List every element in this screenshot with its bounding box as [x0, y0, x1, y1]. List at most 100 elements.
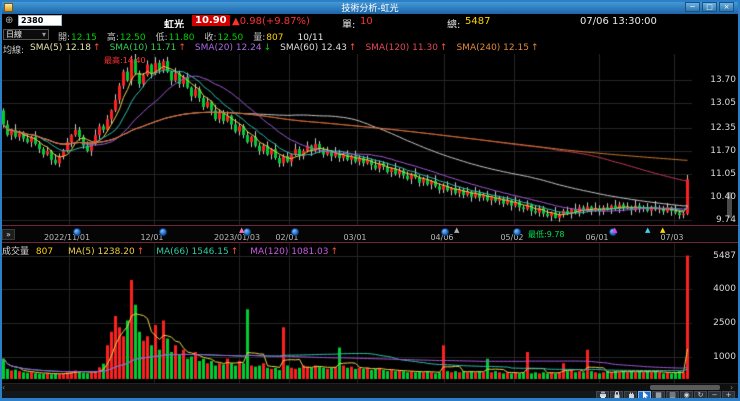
signal-triangle-icon: ▲	[645, 226, 651, 234]
price-axis-label: 13.05	[710, 98, 736, 109]
kline-style-icon[interactable]: ▥	[666, 391, 679, 399]
period-label: 日線	[6, 30, 22, 39]
signal-triangle-icon: ▲	[454, 226, 460, 234]
grid-icon[interactable]: ▦	[652, 391, 665, 399]
zoom-in-icon[interactable]: +	[722, 391, 735, 399]
date-axis-label: 2022/11/01	[43, 233, 91, 242]
scroll-right-icon[interactable]: ›	[730, 383, 734, 392]
cursor-date: 10/11	[297, 33, 324, 43]
trend-arrow-icon: ↑	[530, 43, 539, 53]
volume-axis-label: 5487	[713, 250, 736, 261]
ohlc-field-label: 開:	[58, 33, 71, 43]
date-axis-label: 06/01	[585, 233, 609, 242]
date-axis-label: 03/01	[343, 233, 367, 242]
zoom-out-icon[interactable]: −	[708, 391, 721, 399]
ma-prefix: 均線:	[3, 46, 25, 56]
ohlc-field-value: 11.80	[168, 33, 195, 43]
volume-chart-canvas[interactable]	[2, 243, 692, 383]
title-bar: 技術分析-虹光 ─ □ ×	[0, 0, 740, 14]
scrollbar-thumb[interactable]	[650, 385, 720, 390]
volume-indicator-bar: 成交量 807 MA(5) 1238.20 ↑ MA(66) 1546.15 ↑ MA(…	[2, 244, 338, 257]
ma-items: SMA(5) 12.18 ↑ SMA(10) 11.71 ↑ SMA(20) 12.24…	[30, 43, 547, 53]
ma-item: SMA(10) 11.71	[109, 43, 177, 53]
volume-chart-pane: 成交量 807 MA(5) 1238.20 ↑ MA(66) 1546.15 ↑ MA(…	[0, 243, 740, 383]
quote-bar: ⊕ 虹光 10.90 ▲0.98(+9.87%) 單: 10 總: 5487 0…	[0, 14, 740, 31]
ma-item: SMA(20) 12.24	[194, 43, 262, 53]
stock-name: 虹光	[164, 20, 184, 31]
lock-icon[interactable]	[610, 391, 623, 399]
minimize-button[interactable]: ─	[685, 2, 700, 12]
close-button[interactable]: ×	[719, 2, 734, 12]
event-marker-icon[interactable]	[291, 228, 299, 236]
ma-item: SMA(5) 12.18	[30, 43, 92, 53]
event-marker-icon[interactable]	[243, 228, 251, 236]
trend-arrow-icon: ↑	[178, 43, 186, 53]
trend-arrow-icon: ↑	[330, 247, 339, 257]
window-title: 技術分析-虹光	[341, 3, 399, 14]
price-axis-label: 13.70	[710, 75, 736, 86]
ma-item: SMA(60) 12.43	[280, 43, 347, 53]
ma-indicator-bar: 均線: SMA(5) 12.18 ↑ SMA(10) 11.71 ↑ SMA(20) 1…	[0, 41, 740, 56]
volume-value: 807	[35, 247, 54, 257]
app-icon	[4, 2, 13, 12]
vertical-scrollbar-thumb[interactable]	[727, 192, 732, 218]
volume-ma-item: MA(5) 1238.20	[67, 247, 135, 257]
trend-arrow-icon: ↓	[263, 43, 272, 53]
event-marker-icon[interactable]	[513, 228, 521, 236]
price-axis-label: 12.35	[710, 123, 736, 134]
price-axis-label: 11.05	[710, 168, 736, 179]
event-marker-icon[interactable]	[609, 228, 617, 236]
event-marker-icon[interactable]	[73, 228, 81, 236]
ohlc-field-value: 12.15	[71, 33, 97, 43]
lowest-price-annotation: 最低:9.78	[528, 230, 565, 239]
symbol-input[interactable]	[18, 15, 62, 26]
event-marker-icon[interactable]	[441, 228, 449, 236]
price-change: ▲0.98(+9.87%)	[232, 16, 310, 27]
date-axis-label: 2023/01/03	[213, 233, 261, 242]
horizontal-scrollbar[interactable]: ‹ ›	[0, 383, 740, 392]
volume-axis-label: 2500	[713, 317, 736, 328]
restore-button[interactable]: □	[702, 2, 717, 12]
total-label: 總:	[447, 20, 461, 31]
ohlc-field-label: 量:	[253, 33, 266, 43]
ohlc-field-value: 12.50	[119, 33, 146, 43]
unit-value: 10	[360, 16, 373, 27]
datetime: 07/06 13:30:00	[580, 16, 657, 27]
hand-tool-icon[interactable]	[624, 391, 637, 399]
ohlc-field-value: 807	[266, 33, 284, 43]
ohlc-fields: 開:12.15 高:12.50 低:11.80 收:12.50 量:807 10/11	[58, 30, 323, 43]
signal-triangle-icon: ▲	[612, 226, 618, 234]
date-axis-label: 05/02	[500, 233, 524, 242]
period-dropdown[interactable]: 日線 ▾	[3, 29, 49, 40]
total-volume: 5487	[465, 16, 491, 27]
refresh-icon[interactable]: ↻	[694, 391, 707, 399]
price-chart-pane: 最高:14.40 13.70 13.05 12.35 11.70 11.05 10.40 9…	[0, 54, 740, 225]
trend-arrow-icon: ↑	[93, 43, 101, 53]
unit-label: 單:	[342, 20, 356, 31]
volume-ma-item: MA(66) 1546.15	[156, 247, 229, 257]
price-chart-canvas[interactable]	[2, 54, 692, 225]
date-axis-label: 04/06	[430, 233, 454, 242]
volume-ma-items: MA(5) 1238.20 ↑ MA(66) 1546.15 ↑ MA(120) 108…	[56, 247, 338, 257]
trend-arrow-icon: ↑	[439, 43, 448, 53]
ma-item: SMA(240) 12.15	[456, 43, 529, 53]
status-bar: ▦ ▥ ◉ ↻ − +	[0, 391, 740, 400]
expand-toolbar-button[interactable]: »	[2, 229, 15, 240]
scroll-left-icon[interactable]: ‹	[2, 383, 6, 392]
event-marker-icon[interactable]	[159, 228, 167, 236]
price-badge: 10.90	[192, 15, 230, 26]
date-axis-label: 07/03	[660, 233, 684, 242]
price-axis-label: 11.70	[710, 145, 736, 156]
pointer-tool-icon[interactable]	[638, 391, 651, 400]
magnifier-icon[interactable]: ⊕	[5, 15, 14, 26]
volume-label: 成交量	[2, 247, 30, 257]
info-bar: 日線 ▾ 開:12.15 高:12.50 低:11.80 收:12.50 量:807 10…	[0, 28, 740, 43]
highest-price-annotation: 最高:14.40	[104, 56, 146, 65]
chevron-down-icon: ▾	[41, 30, 46, 39]
printer-icon[interactable]	[596, 391, 609, 399]
eye-icon[interactable]: ◉	[680, 391, 693, 399]
date-axis-label: 02/01	[275, 233, 299, 242]
time-axis-row: » 2022/11/01 12/01 2023/01/03 02/01 03/01 04/…	[0, 225, 740, 243]
volume-axis-label: 1000	[713, 351, 736, 362]
